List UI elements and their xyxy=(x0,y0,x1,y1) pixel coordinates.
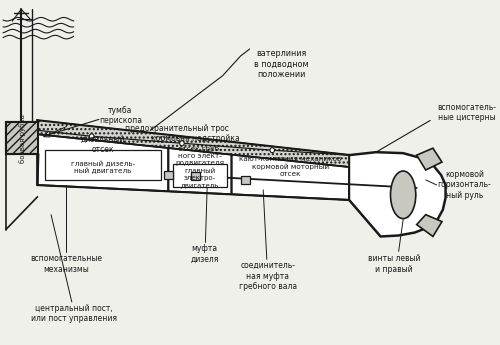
Text: соединитель-
ная муфта
гребного вала: соединитель- ная муфта гребного вала xyxy=(238,261,297,291)
Bar xyxy=(240,176,250,184)
Text: отсек греб-
ного элект-
родвигателя: отсек греб- ного элект- родвигателя xyxy=(176,146,224,166)
Polygon shape xyxy=(173,165,227,187)
Text: кормовой
горизонталь-
ный руль: кормовой горизонталь- ный руль xyxy=(438,170,491,200)
Polygon shape xyxy=(38,120,349,200)
Polygon shape xyxy=(44,150,161,180)
Circle shape xyxy=(180,141,184,146)
Polygon shape xyxy=(416,215,442,236)
Bar xyxy=(191,172,200,180)
Text: дизельный
отсек: дизельный отсек xyxy=(81,135,125,154)
Text: кают-компания механиков
кормовой моторный
отсек: кают-компания механиков кормовой моторны… xyxy=(239,156,342,177)
Text: предохранительный трос: предохранительный трос xyxy=(126,124,230,133)
Circle shape xyxy=(270,148,274,152)
Text: главный
электро-
двигатель: главный электро- двигатель xyxy=(181,168,219,188)
Text: винты левый
и правый: винты левый и правый xyxy=(368,254,420,274)
Text: центральный пост,
или пост управления: центральный пост, или пост управления xyxy=(30,304,116,323)
Text: вспомогатель-
ные цистерны: вспомогатель- ные цистерны xyxy=(438,103,496,122)
Text: главный дизель-
ный двигатель: главный дизель- ный двигатель xyxy=(71,160,135,174)
Text: тумба
перископа: тумба перископа xyxy=(99,106,142,125)
Circle shape xyxy=(90,134,94,139)
Polygon shape xyxy=(38,134,168,191)
Text: боевая рубка: боевая рубка xyxy=(18,114,26,163)
Polygon shape xyxy=(38,120,349,167)
Ellipse shape xyxy=(390,171,416,219)
Polygon shape xyxy=(416,148,442,170)
Bar xyxy=(164,170,173,179)
Text: кормовая надстройка: кормовая надстройка xyxy=(151,134,240,143)
Text: вспомогательные
механизмы: вспомогательные механизмы xyxy=(30,254,102,274)
Text: ватерлиния
в подводном
положении: ватерлиния в подводном положении xyxy=(254,49,308,79)
Polygon shape xyxy=(349,152,446,236)
Text: муфта
дизеля: муфта дизеля xyxy=(190,244,218,264)
Polygon shape xyxy=(232,155,349,200)
Bar xyxy=(6,122,38,154)
Polygon shape xyxy=(168,148,232,194)
